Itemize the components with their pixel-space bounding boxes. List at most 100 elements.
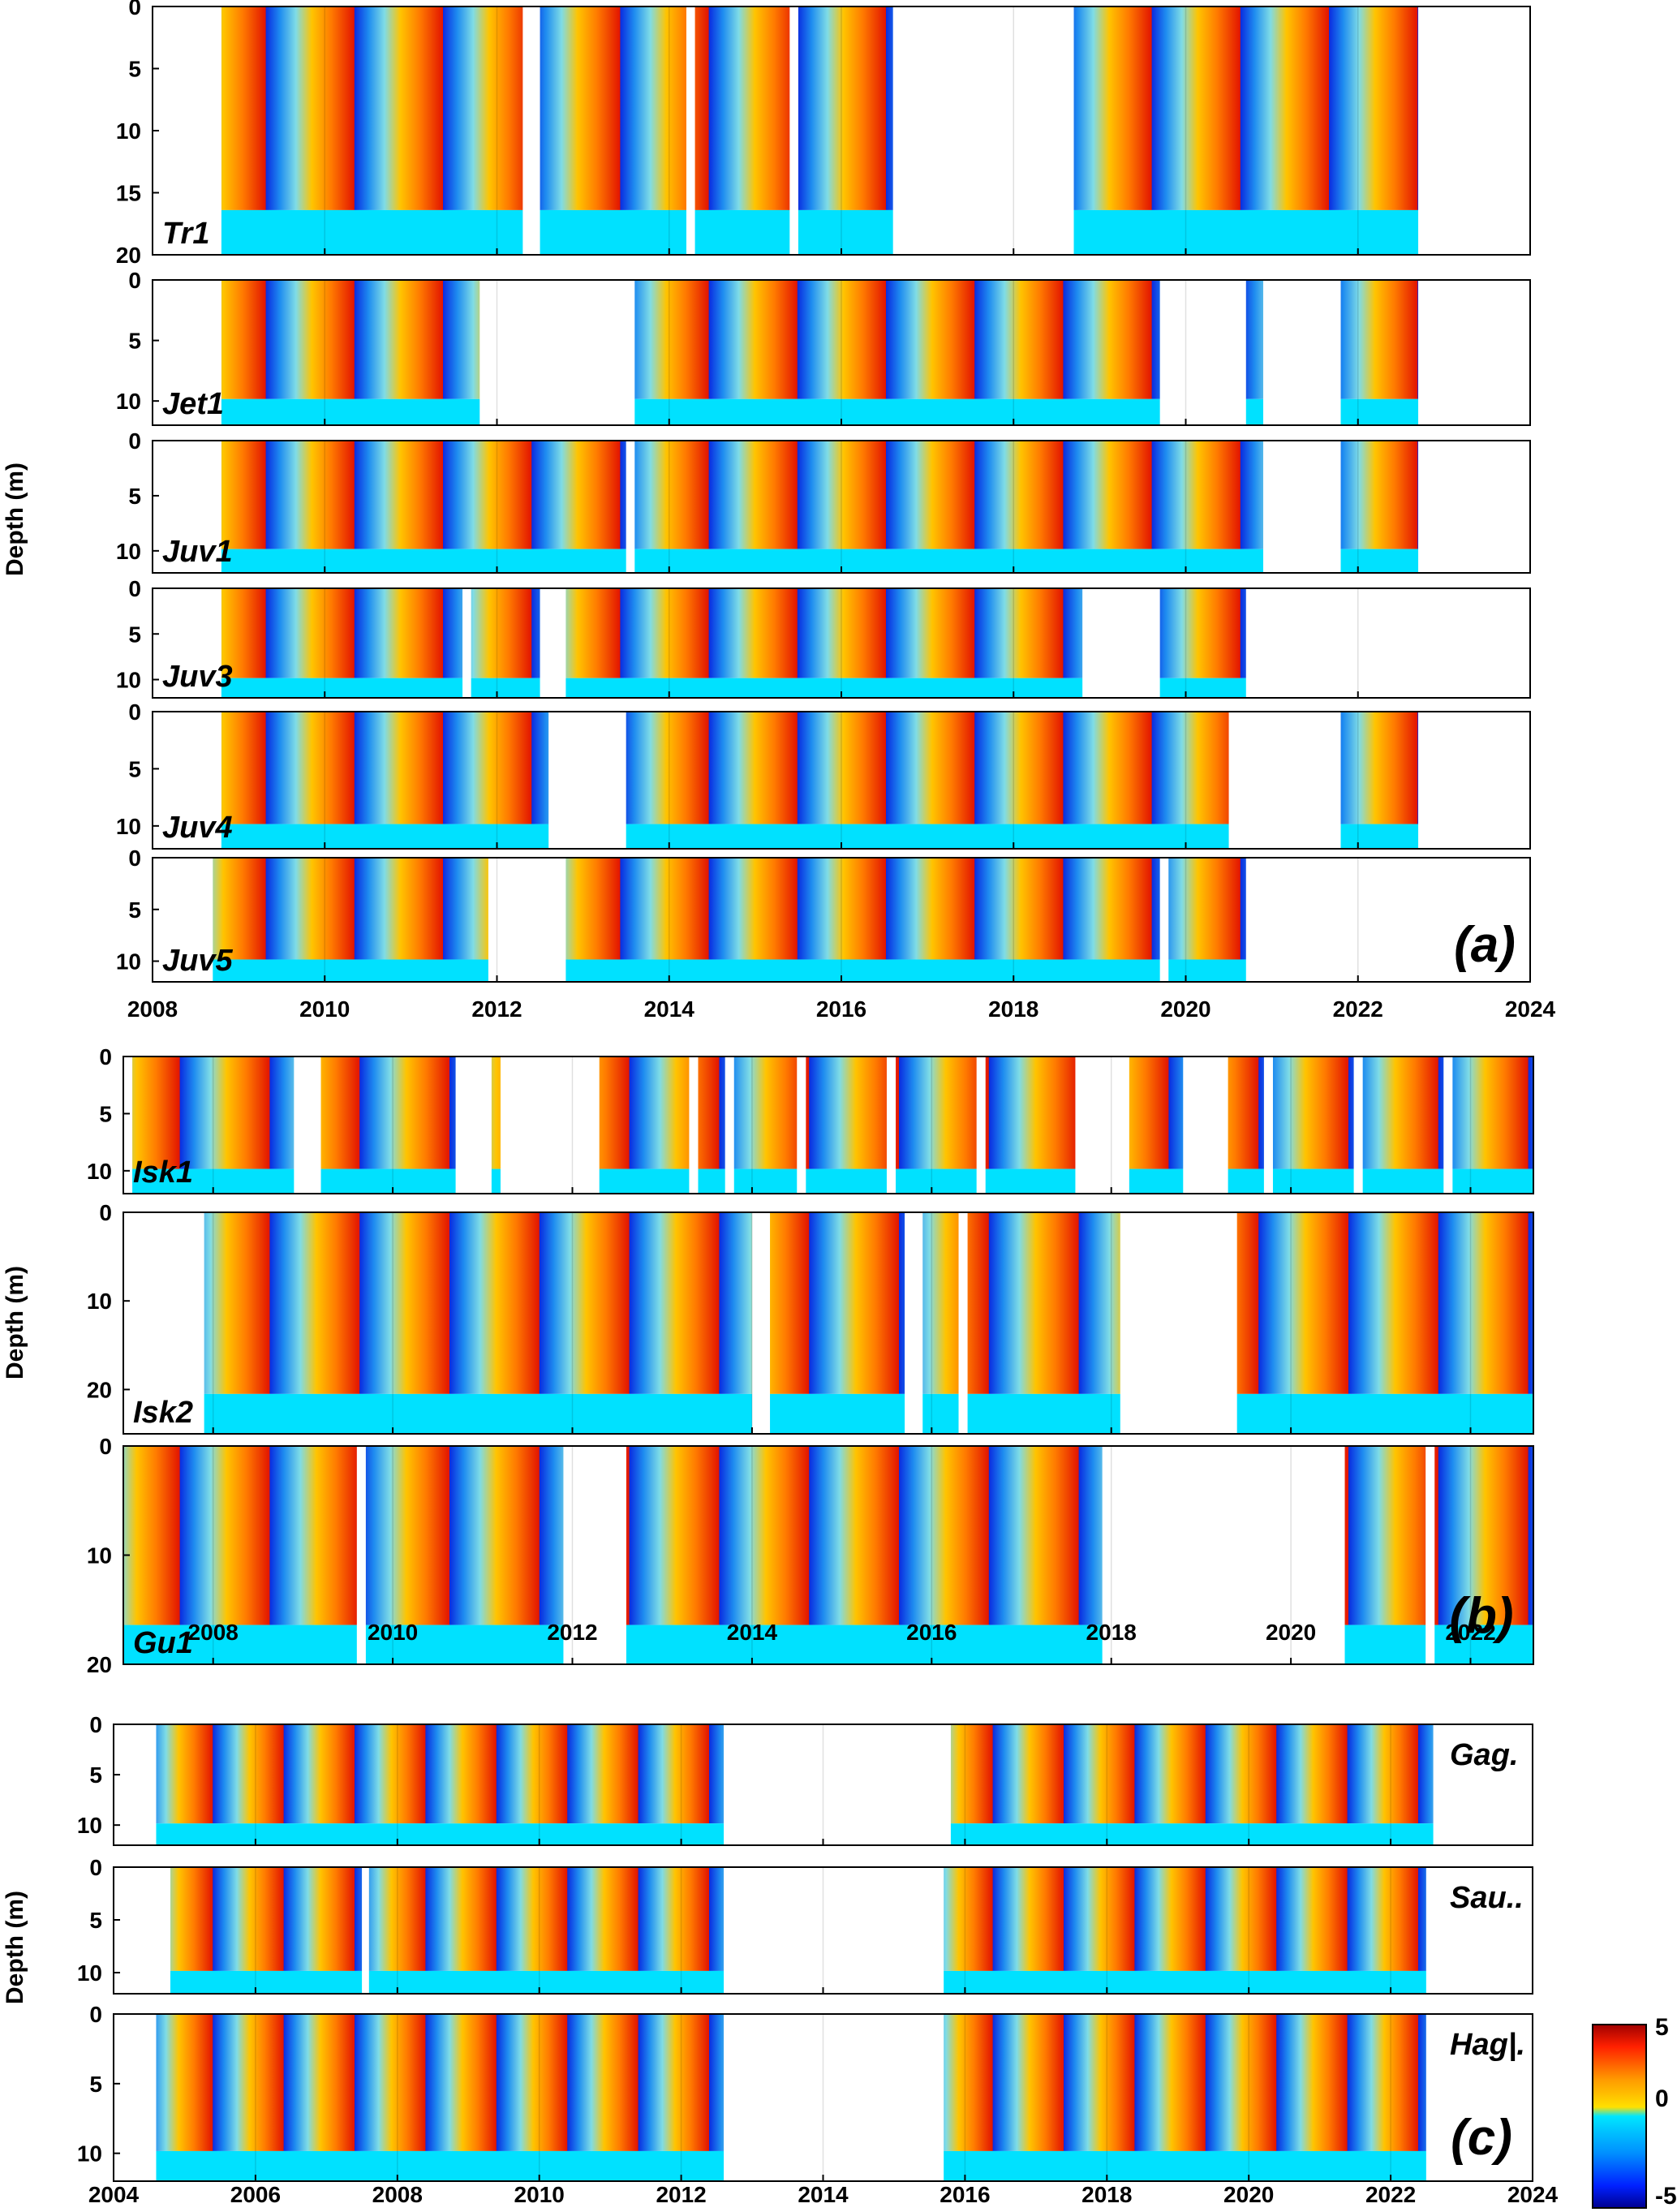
y-tick-label: 10 <box>116 118 141 144</box>
x-tick-label: 2010 <box>299 996 350 1022</box>
data-block-deep <box>221 398 480 425</box>
data-block-deep <box>967 1393 1120 1434</box>
panel-3: 0 5 10 Gag. 0 5 10 Sau.. 0 5 10 Hag|. 2004 2006 2008 20… <box>2 1712 1559 2207</box>
x-tick-label: 2022 <box>1445 1620 1495 1645</box>
data-block-deep <box>634 549 1264 573</box>
y-tick-label: 0 <box>128 576 141 601</box>
y-tick-label: 10 <box>77 2141 102 2167</box>
data-block-deep <box>170 1970 363 1994</box>
station-jet1: 0 5 10 Jet1 <box>116 268 1531 426</box>
data-block <box>1159 588 1246 678</box>
x-tick-label: 2008 <box>372 2182 423 2207</box>
data-block-deep <box>471 678 540 698</box>
data-block-deep <box>944 2150 1426 2181</box>
x-tick-label: 2024 <box>1507 2182 1559 2207</box>
colorbar-gradient <box>1592 2024 1647 2209</box>
data-block <box>1245 280 1264 399</box>
x-tick-label: 2018 <box>1086 1620 1137 1645</box>
x-tick-label: 2022 <box>1365 2182 1416 2207</box>
x-tick-label: 2014 <box>644 996 695 1022</box>
data-block <box>1452 1057 1533 1169</box>
y-tick-label: 10 <box>116 814 141 839</box>
data-block-deep <box>221 209 523 255</box>
y-tick-label: 10 <box>116 539 141 564</box>
data-block <box>368 1867 725 1971</box>
data-block-deep <box>1168 959 1246 982</box>
data-block <box>626 712 1229 824</box>
y-tick-label: 15 <box>116 181 141 206</box>
data-block-deep <box>1434 1625 1533 1664</box>
data-block <box>1340 441 1419 549</box>
data-block-deep <box>1228 1168 1264 1194</box>
x-tick-label: 2018 <box>1081 2182 1132 2207</box>
data-block-deep <box>540 209 686 255</box>
panel-1: 0 5 10 15 20 Tr1 0 5 10 Jet1 0 5 10 Juv1 0 5 10 Juv3 0 5 10 J… <box>2 0 1556 1022</box>
data-block <box>698 1057 725 1169</box>
y-tick-label: 5 <box>128 57 141 82</box>
data-block-deep <box>798 209 893 255</box>
x-tick-label: 2012 <box>656 2182 706 2207</box>
y-tick-label: 0 <box>128 428 141 454</box>
station-isk2: 0 10 20 Isk2 <box>87 1200 1534 1435</box>
data-block-deep <box>944 1970 1426 1994</box>
y-tick-label: 20 <box>116 243 141 268</box>
station-label: Juv4 <box>162 811 233 845</box>
x-tick-label: 2010 <box>368 1620 418 1645</box>
data-block <box>491 1057 501 1169</box>
station-gag: 0 5 10 Gag. <box>77 1712 1533 1846</box>
data-block <box>221 441 626 549</box>
y-tick-label: 20 <box>87 1377 112 1402</box>
y-tick-label: 10 <box>87 1159 112 1184</box>
data-block <box>221 588 463 678</box>
station-juv1: 0 5 10 Juv1 <box>116 428 1531 574</box>
y-tick-label: 0 <box>89 1855 102 1880</box>
data-block <box>565 588 1083 678</box>
y-tick-label: 5 <box>128 484 141 509</box>
data-block-deep <box>694 209 790 255</box>
colorbar: 5 0 -5 <box>1592 2014 1677 2210</box>
y-tick-label: 10 <box>77 1813 102 1838</box>
data-block <box>204 1212 752 1394</box>
y-tick-label: 5 <box>89 1762 102 1788</box>
data-block <box>221 280 480 399</box>
data-block-deep <box>1362 1168 1444 1194</box>
x-tick-label: 2008 <box>127 996 178 1022</box>
station-juv5: 0 5 10 Juv5 <box>116 846 1531 983</box>
data-block-deep <box>156 1823 725 1845</box>
x-tick-label: 2016 <box>816 996 866 1022</box>
station-juv3: 0 5 10 Juv3 <box>116 576 1531 699</box>
station-label: Gag. <box>1450 1738 1518 1772</box>
data-block-deep <box>221 824 549 849</box>
data-block-deep <box>698 1168 725 1194</box>
station-gu1: 0 10 20 Gu1 <box>87 1434 1534 1677</box>
data-block <box>634 441 1264 549</box>
panel-label: (c) <box>1451 2110 1512 2166</box>
y-axis-label: Depth (m) <box>2 1266 28 1379</box>
data-block <box>1129 1057 1184 1169</box>
data-block <box>599 1057 690 1169</box>
data-block <box>694 6 790 210</box>
station-juv4: 0 5 10 Juv4 <box>116 699 1531 850</box>
y-tick-label: 0 <box>128 846 141 871</box>
station-label: Gu1 <box>133 1626 193 1660</box>
station-label: Sau.. <box>1450 1881 1524 1915</box>
data-block-deep <box>213 959 488 982</box>
data-block-deep <box>733 1168 798 1194</box>
station-label: Juv1 <box>162 535 233 569</box>
station-isk1: 0 5 10 Isk1 <box>87 1044 1534 1194</box>
data-block-deep <box>565 959 1160 982</box>
data-block <box>798 6 893 210</box>
y-tick-label: 10 <box>116 389 141 414</box>
x-tick-label: 2016 <box>906 1620 957 1645</box>
data-block-deep <box>1236 1393 1533 1434</box>
y-tick-label: 10 <box>87 1289 112 1314</box>
data-block <box>132 1057 295 1169</box>
x-tick-label: 2010 <box>514 2182 565 2207</box>
data-block-deep <box>950 1823 1434 1845</box>
x-tick-label: 2012 <box>471 996 522 1022</box>
panel-label: (a) <box>1454 917 1516 973</box>
y-tick-label: 0 <box>99 1434 112 1459</box>
